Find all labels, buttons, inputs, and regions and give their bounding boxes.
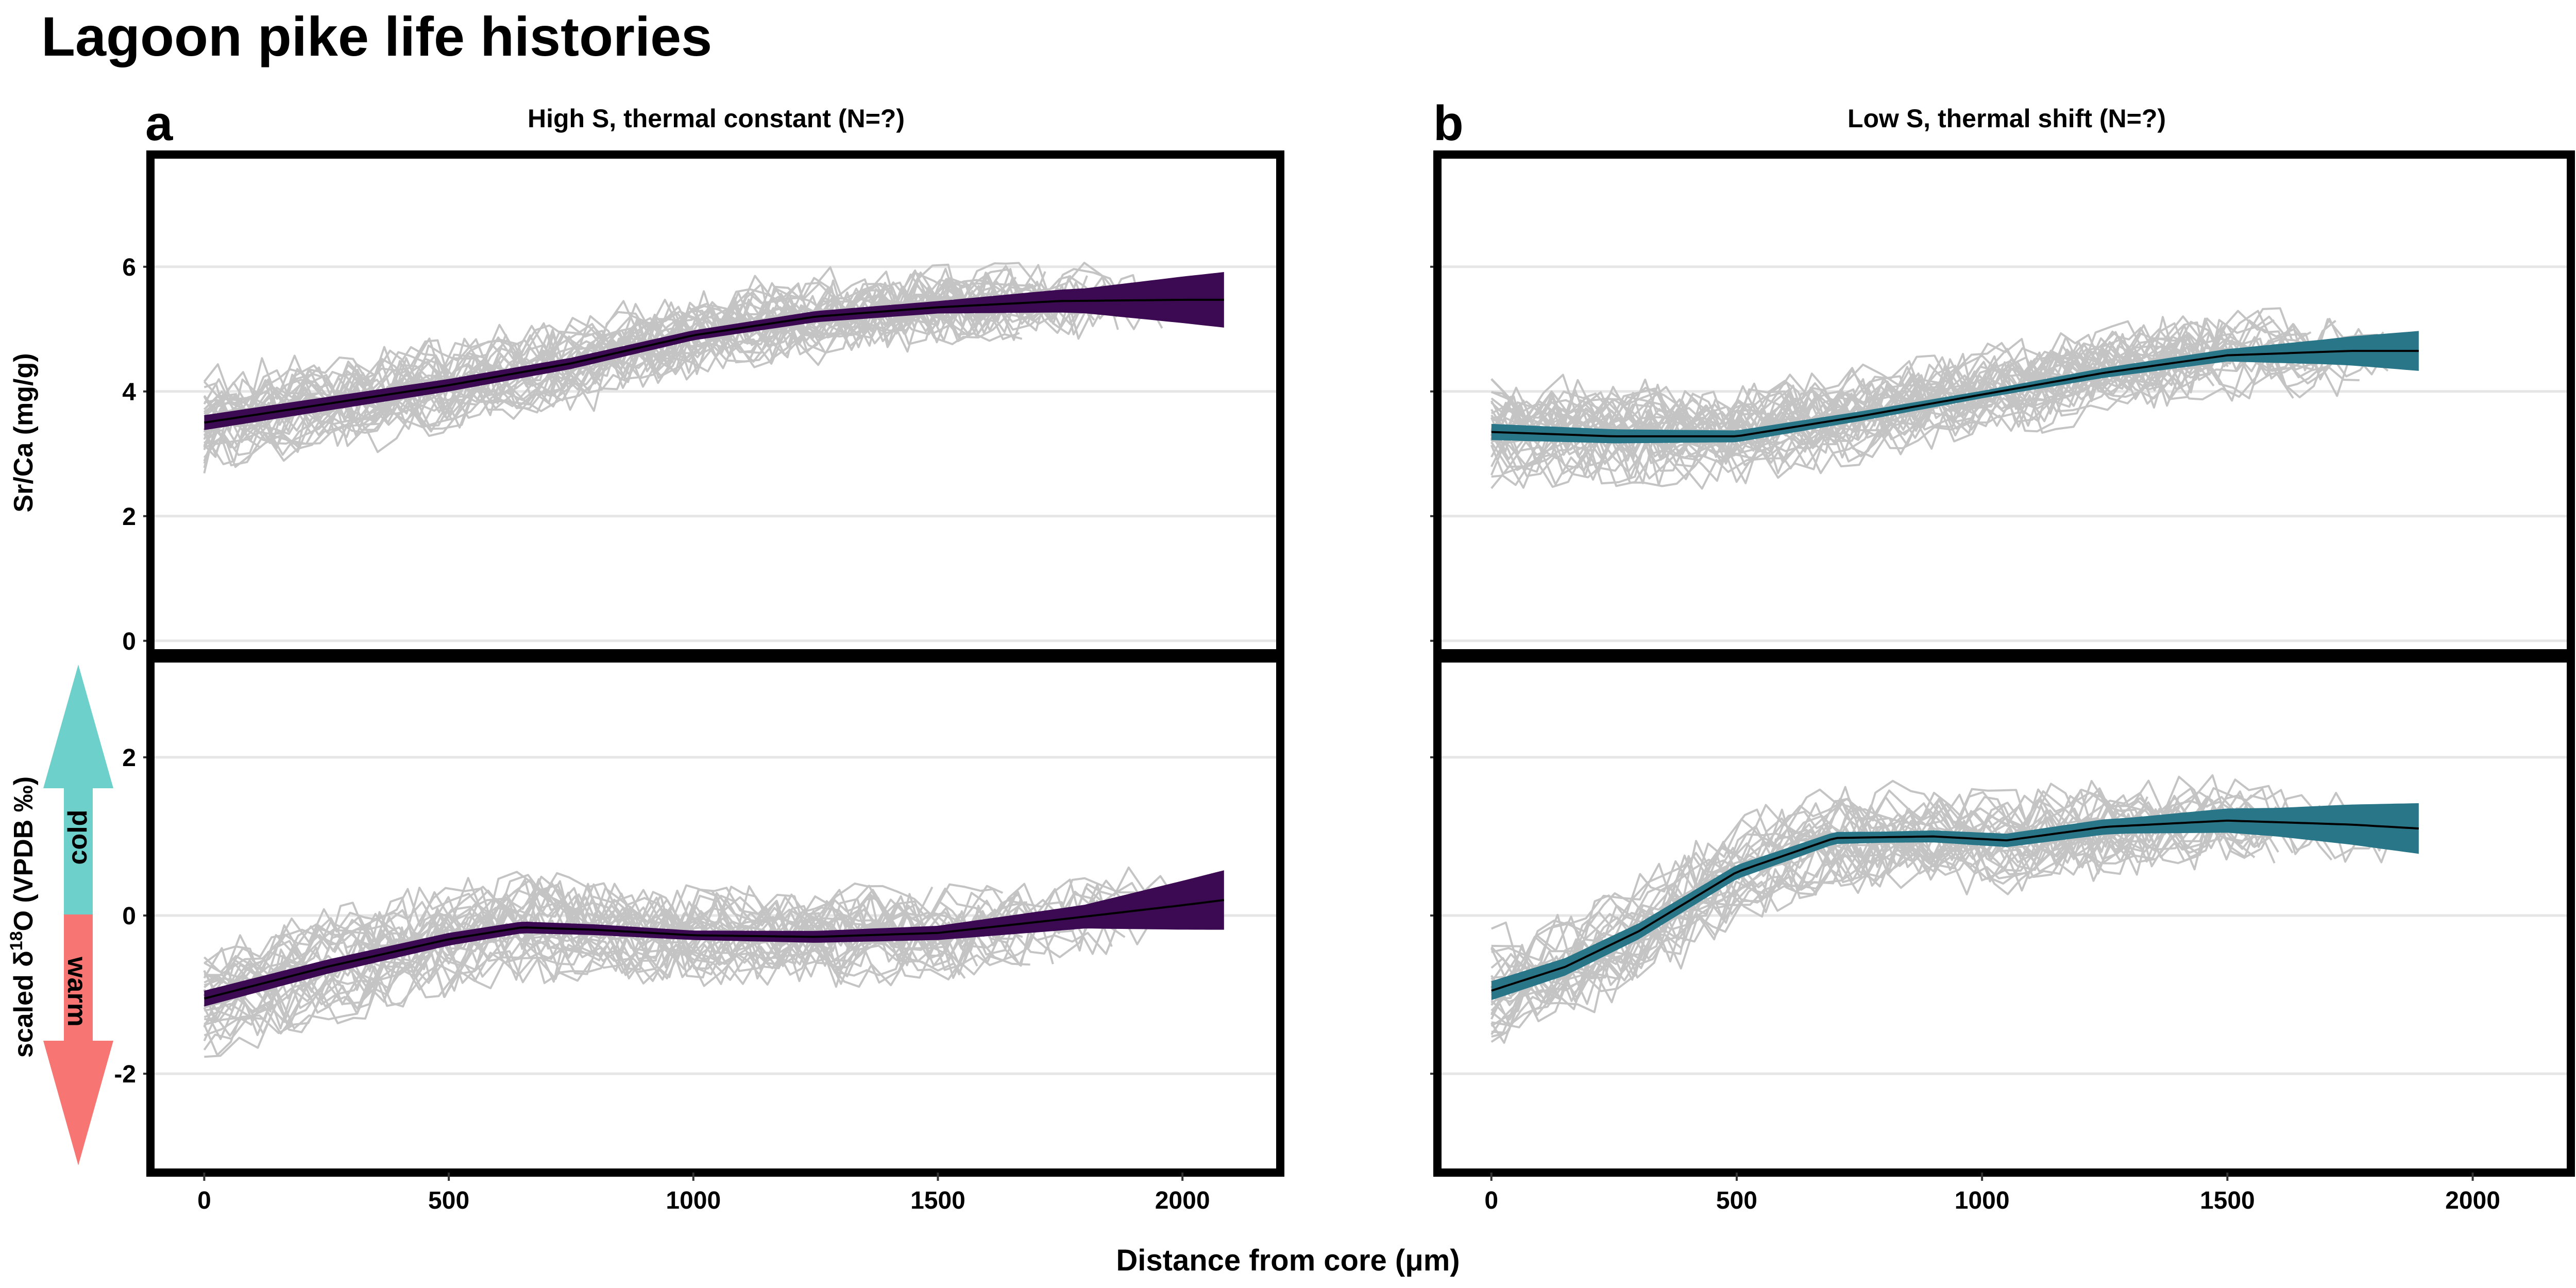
x-tick-label: 500 [1716, 1187, 1757, 1214]
individual-trajectory [1490, 802, 2238, 1006]
x-tick-label: 1000 [1955, 1187, 2010, 1214]
x-tick-label: 500 [428, 1187, 469, 1214]
panel-frame [1433, 150, 2575, 657]
panel-letter-a: a [145, 96, 173, 151]
individual-trajectory [204, 925, 978, 1058]
individual-trajectory [204, 272, 1145, 424]
x-tick-label: 0 [1484, 1187, 1498, 1214]
x-axis-label: Distance from core (μm) [1116, 1244, 1460, 1277]
panel-title-b: Low S, thermal shift (N=?) [1848, 104, 2166, 133]
facet-b-srca [1430, 150, 2575, 657]
y-tick-label: 0 [122, 903, 136, 930]
mean-fit-line [204, 298, 1224, 424]
x-tick-label: 1500 [910, 1187, 965, 1214]
confidence-band [1491, 331, 2419, 444]
confidence-band [204, 870, 1224, 1007]
individual-trajectory [204, 887, 934, 987]
warm-arrow-shaft [64, 912, 93, 1041]
x-tick-label: 1500 [2200, 1187, 2255, 1214]
y-tick-label: 2 [122, 503, 136, 531]
y-label-superscript: 18 [7, 931, 26, 951]
mean-fit-line [1491, 819, 2419, 992]
y-tick-label: 2 [122, 744, 136, 772]
individual-trajectory [1491, 824, 2256, 1038]
plot-area: 0 2 4 6 -2 0 2 0 500 1000 1500 2000 0 500 1000 1500 2000 [114, 150, 2575, 1214]
individual-trajectory [204, 930, 1030, 1030]
individual-trajectory [1490, 779, 2321, 968]
warm-arrow-head [43, 1041, 113, 1165]
individual-trajectory [1490, 323, 2284, 441]
individual-trajectory [1490, 824, 2136, 1043]
y-tick-label: 4 [122, 379, 136, 406]
individual-trajectory [1490, 335, 2311, 458]
individual-trajectory [203, 266, 1047, 412]
arrow-label-warm: warm [62, 956, 92, 1027]
individual-trajectory [203, 907, 1113, 1042]
individual-trajectory [1490, 337, 2304, 479]
individual-trajectory [1491, 346, 2378, 490]
x-tick-label: 2000 [1155, 1187, 1210, 1214]
mean-fit-line [1491, 350, 2419, 437]
individual-trajectory [1491, 818, 2276, 1029]
y-label-suffix: O (VPDB ‰) [9, 776, 39, 931]
y-axis-label-d18o: scaled δ18O (VPDB ‰) [7, 776, 39, 1058]
y-tick-label: 0 [122, 628, 136, 655]
confidence-band [204, 272, 1224, 430]
panel-title-a: High S, thermal constant (N=?) [528, 104, 905, 133]
x-tick-label: 1000 [666, 1187, 721, 1214]
cold-arrow-shaft [64, 788, 93, 914]
panel-frame [146, 654, 1284, 1177]
panel-frame [1433, 654, 2575, 1177]
panel-frame [146, 150, 1284, 657]
y-tick-label: -2 [114, 1061, 136, 1088]
facet-a-srca: 0 2 4 6 [122, 150, 1284, 657]
facet-b-d18o: 0 500 1000 1500 2000 [1430, 654, 2575, 1214]
temperature-arrow: cold warm [43, 665, 113, 1165]
y-axis-label-srca: Sr/Ca (mg/g) [9, 353, 39, 512]
individual-trajectory [204, 278, 972, 432]
x-tick-label: 2000 [2445, 1187, 2500, 1214]
y-label-prefix: scaled δ [9, 951, 39, 1058]
arrow-label-cold: cold [63, 810, 93, 865]
individual-trajectory [1490, 817, 2156, 1027]
x-tick-label: 0 [197, 1187, 211, 1214]
mean-fit-line [204, 899, 1225, 1000]
individual-trajectory [204, 871, 1045, 989]
panel-letter-b: b [1433, 96, 1464, 151]
y-tick-label: 6 [122, 254, 136, 281]
individual-trajectory [204, 277, 970, 436]
figure-title: Lagoon pike life histories [41, 5, 712, 67]
individual-trajectory [1491, 789, 2180, 969]
cold-arrow-head [43, 665, 113, 788]
facet-a-d18o: -2 0 2 0 500 1000 1500 2000 [114, 654, 1284, 1214]
